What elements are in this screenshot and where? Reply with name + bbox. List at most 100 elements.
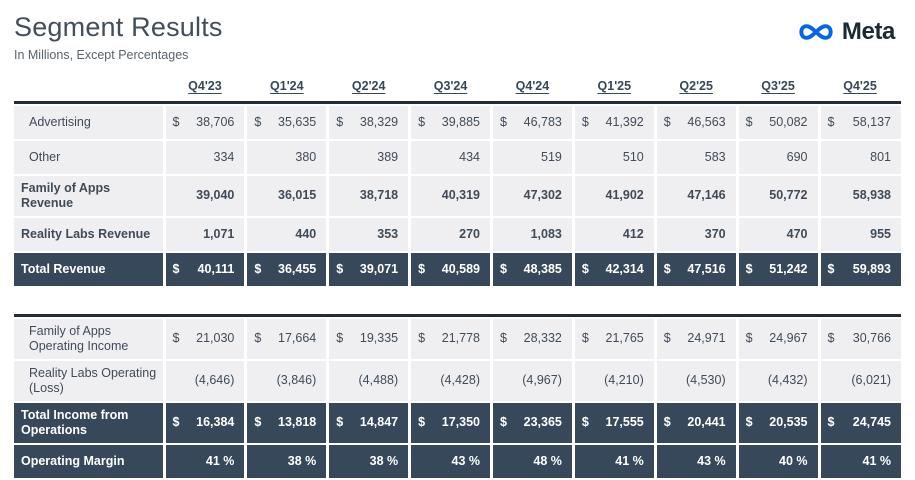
cell-value: (4,210) — [604, 373, 644, 388]
dollar-sign: $ — [418, 331, 426, 346]
cell-value: 370 — [704, 226, 726, 241]
cell-value: (4,432) — [767, 373, 808, 388]
cell-value: 1,083 — [530, 226, 562, 241]
value-cell: $50,082 — [737, 105, 821, 141]
cell-value: 48,385 — [523, 261, 562, 276]
row-label: Total Revenue — [14, 251, 166, 288]
value-cell: $47,516 — [655, 251, 739, 288]
value-cell: (4,428) — [409, 359, 493, 403]
value-cell: 380 — [245, 139, 330, 176]
dollar-sign: $ — [336, 331, 344, 346]
title-block: Segment Results In Millions, Except Perc… — [14, 10, 223, 62]
cell-value: 38,718 — [359, 188, 399, 203]
table-row: Family of Apps Revenue 39,040 36,015 38,718… — [14, 174, 901, 218]
cell-value: 412 — [622, 226, 644, 241]
cell-value: 24,971 — [687, 331, 726, 346]
header-spacer — [14, 78, 164, 96]
cell-value: 20,535 — [769, 415, 808, 430]
value-cell: (4,646) — [164, 359, 248, 403]
cell-value: 21,765 — [605, 331, 644, 346]
cell-value: 30,766 — [852, 331, 891, 346]
cell-value: (6,021) — [851, 373, 891, 388]
slide-header: Segment Results In Millions, Except Perc… — [14, 10, 901, 62]
value-cell: $39,885 — [409, 105, 493, 141]
table-row: Other 334 380 389 434 519 510 583 690 801 — [14, 139, 901, 176]
value-cell: $23,365 — [491, 401, 575, 445]
cell-value: 43 % — [697, 453, 726, 468]
value-cell: 690 — [737, 139, 821, 176]
dollar-sign: $ — [745, 415, 753, 430]
row-label: Total Income from Operations — [14, 401, 166, 445]
value-cell: $14,847 — [327, 401, 412, 445]
cell-value: 24,967 — [769, 331, 808, 346]
table-row: Total Income from Operations $16,384 $13,8… — [14, 401, 901, 445]
meta-infinity-icon — [797, 20, 835, 44]
cell-value: 59,893 — [852, 261, 891, 276]
dollar-sign: $ — [663, 261, 671, 276]
table-row: Reality Labs Operating (Loss) (4,646) (3,8… — [14, 359, 901, 403]
cell-value: (4,428) — [440, 373, 480, 388]
meta-wordmark: Meta — [841, 18, 895, 45]
cell-value: 801 — [870, 149, 891, 164]
cell-value: 17,555 — [605, 415, 644, 430]
value-cell: 583 — [655, 139, 739, 176]
cell-value: 955 — [870, 226, 891, 241]
row-label: Advertising — [14, 105, 166, 141]
cell-value: 440 — [295, 226, 317, 241]
value-cell: 58,938 — [819, 174, 901, 218]
value-cell: $17,555 — [573, 401, 657, 445]
dollar-sign: $ — [827, 331, 835, 346]
value-cell: 353 — [327, 216, 412, 253]
quarter-header-6: Q1'25 — [597, 79, 632, 93]
dollar-sign: $ — [500, 331, 507, 346]
value-cell: $35,635 — [245, 105, 330, 141]
cell-value: 35,635 — [278, 114, 317, 129]
quarter-header-4: Q3'24 — [433, 79, 468, 93]
cell-value: 13,818 — [278, 415, 317, 430]
value-cell: 47,302 — [491, 174, 575, 218]
page-title: Segment Results — [14, 12, 223, 42]
cell-value: 38,329 — [359, 114, 399, 129]
dollar-sign: $ — [827, 415, 835, 430]
cell-value: 510 — [622, 149, 644, 164]
cell-value: 41,392 — [605, 114, 644, 129]
value-cell: (4,432) — [737, 359, 821, 403]
value-cell: $58,137 — [819, 105, 901, 141]
cell-value: 58,137 — [852, 114, 891, 129]
cell-value: (4,646) — [194, 373, 235, 388]
cell-value: 51,242 — [769, 261, 808, 276]
row-label: Family of Apps Revenue — [14, 174, 166, 218]
cell-value: 470 — [786, 226, 808, 241]
value-cell: $40,589 — [409, 251, 493, 288]
table-row: Total Revenue $40,111 $36,455 $39,071 $40,58… — [14, 251, 901, 288]
dollar-sign: $ — [581, 415, 589, 430]
cell-value: (4,488) — [358, 373, 399, 388]
row-label: Reality Labs Revenue — [14, 216, 166, 253]
cell-value: 1,071 — [203, 226, 235, 241]
cell-value: 41 % — [862, 453, 892, 468]
cell-value: 42,314 — [605, 261, 644, 276]
dollar-sign: $ — [418, 114, 426, 129]
cell-value: 380 — [295, 149, 317, 164]
value-cell: (4,967) — [491, 359, 575, 403]
dollar-sign: $ — [745, 261, 753, 276]
quarter-header-9: Q4'25 — [843, 79, 877, 93]
dollar-sign: $ — [418, 261, 426, 276]
value-cell: $24,745 — [819, 401, 901, 445]
value-cell: 48 % — [491, 443, 575, 480]
value-cell: $48,385 — [491, 251, 575, 288]
dollar-sign: $ — [254, 331, 262, 346]
value-cell: 43 % — [409, 443, 493, 480]
value-cell: 470 — [737, 216, 821, 253]
value-cell: $17,350 — [409, 401, 493, 445]
value-cell: 39,040 — [164, 174, 248, 218]
dollar-sign: $ — [745, 114, 753, 129]
cell-value: 21,030 — [196, 331, 235, 346]
value-cell: 1,083 — [491, 216, 575, 253]
dollar-sign: $ — [827, 114, 835, 129]
value-cell: $36,455 — [245, 251, 330, 288]
row-label: Other — [14, 139, 166, 176]
cell-value: 39,040 — [196, 188, 235, 203]
cell-value: 38 % — [287, 453, 317, 468]
value-cell: $20,441 — [655, 401, 739, 445]
